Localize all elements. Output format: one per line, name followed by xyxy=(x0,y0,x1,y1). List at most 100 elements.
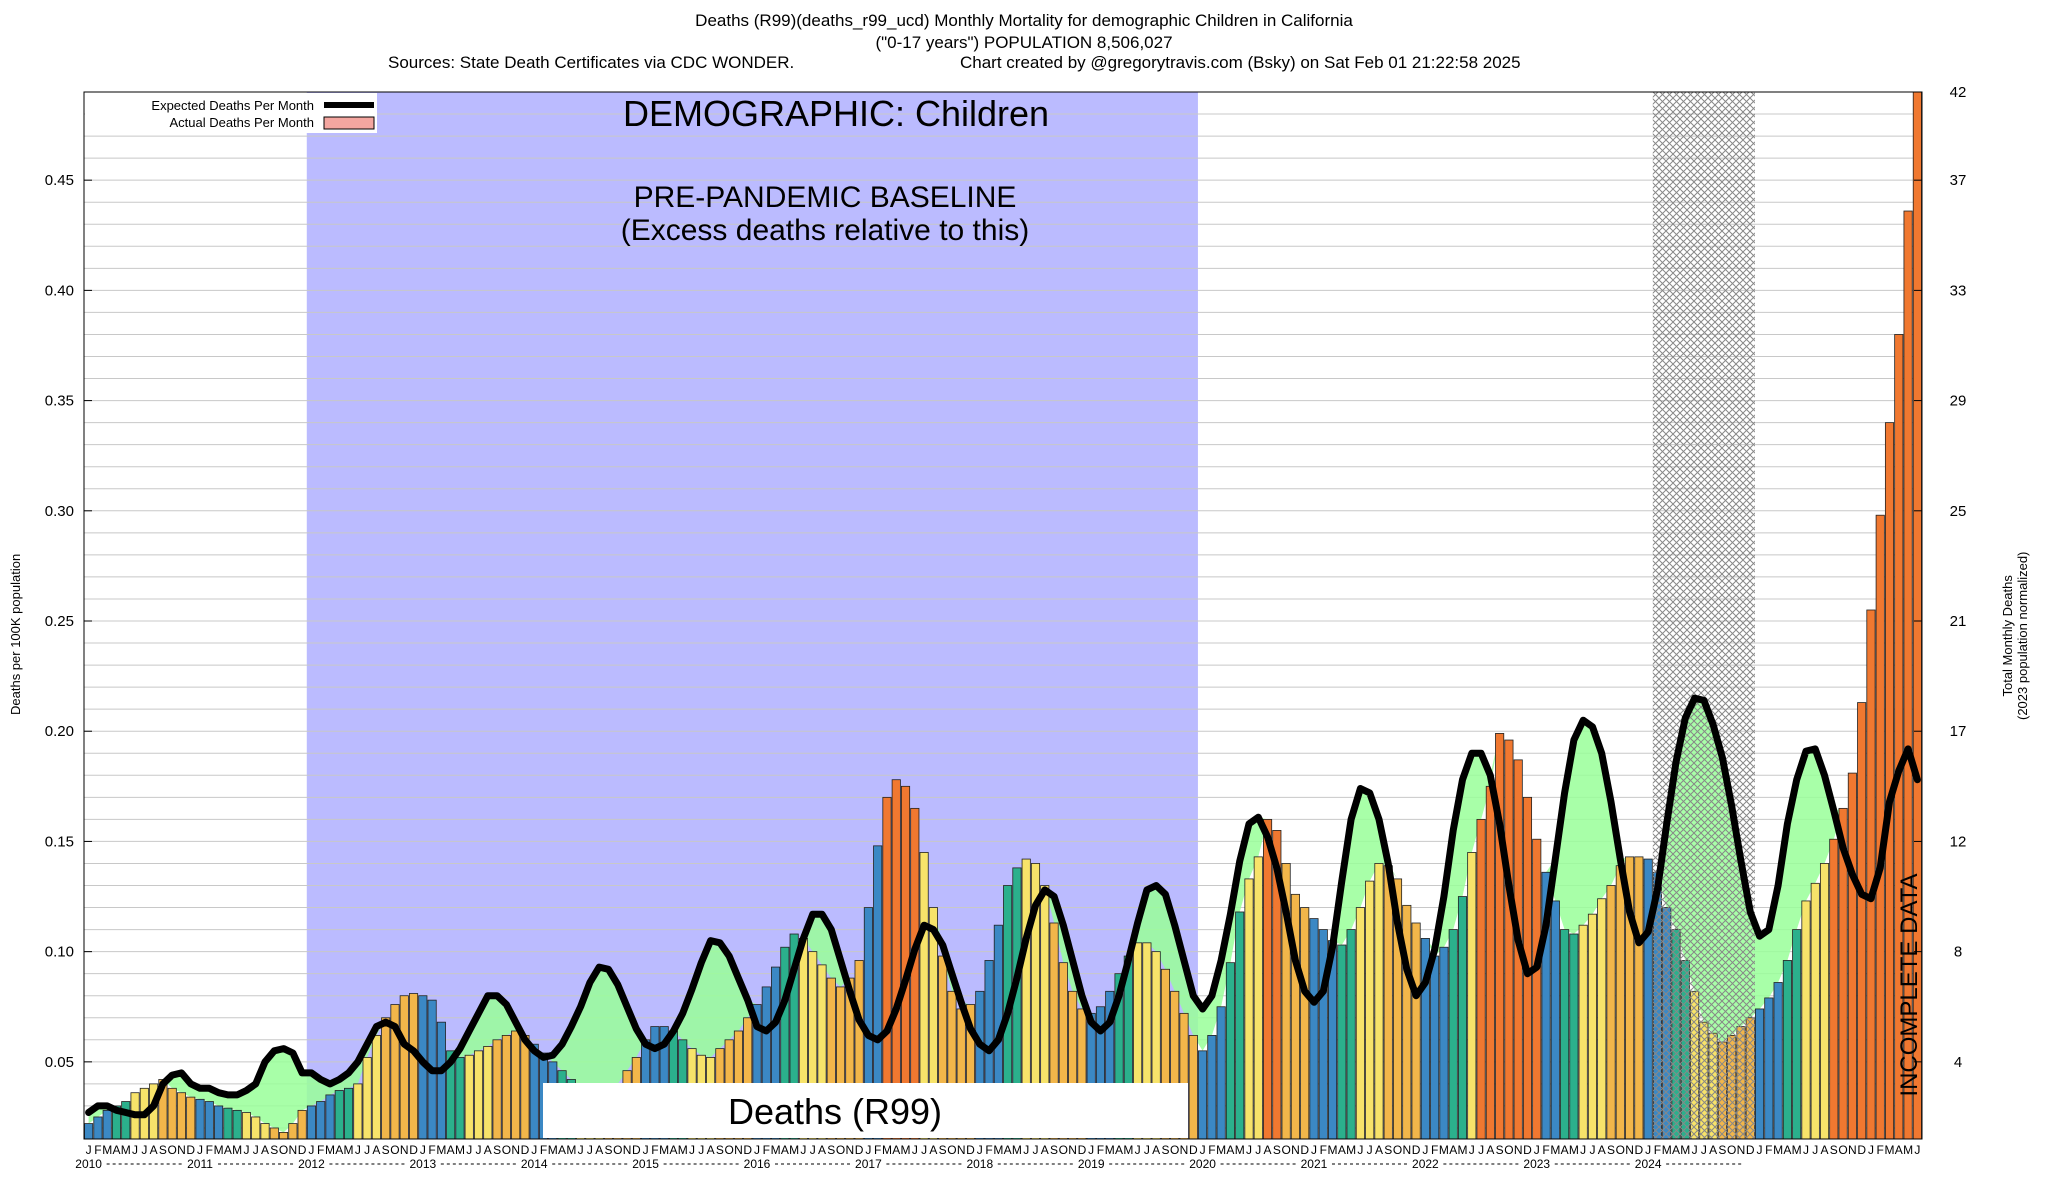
x-month-label: N xyxy=(177,1143,186,1157)
x-month-label: O xyxy=(836,1143,845,1157)
x-month-label: F xyxy=(874,1143,881,1157)
x-year-label: 2022 xyxy=(1412,1157,1439,1171)
x-month-label: A xyxy=(1004,1143,1012,1157)
actual-bar xyxy=(1643,858,1653,1140)
x-month-label: J xyxy=(243,1143,249,1157)
actual-bar xyxy=(1847,772,1857,1140)
actual-bar xyxy=(1235,911,1245,1140)
x-month-label: D xyxy=(966,1143,975,1157)
actual-bar xyxy=(1448,929,1458,1140)
actual-bar xyxy=(1569,933,1579,1140)
x-month-label: M xyxy=(1569,1143,1579,1157)
actual-bar xyxy=(1578,924,1588,1140)
baseline-label-1: PRE-PANDEMIC BASELINE xyxy=(634,181,1017,214)
x-month-label: F xyxy=(1542,1143,1549,1157)
cause-box xyxy=(543,1083,1188,1138)
x-month-label: J xyxy=(1478,1143,1484,1157)
actual-bar xyxy=(1216,1006,1226,1140)
actual-bar xyxy=(1792,929,1802,1140)
x-month-label: J xyxy=(1868,1143,1874,1157)
actual-bar xyxy=(279,1131,289,1140)
x-month-label: A xyxy=(1152,1143,1160,1157)
actual-bar xyxy=(1439,946,1449,1140)
actual-bar xyxy=(483,1046,493,1140)
x-month-label: A xyxy=(112,1143,120,1157)
x-month-label: J xyxy=(587,1143,593,1157)
x-month-label: J xyxy=(420,1143,426,1157)
x-month-label: O xyxy=(390,1143,399,1157)
actual-bar xyxy=(1188,1035,1198,1140)
x-month-label: O xyxy=(502,1143,511,1157)
x-month-label: M xyxy=(1123,1143,1133,1157)
plot-frame xyxy=(83,91,1923,1140)
x-year-label: 2023 xyxy=(1523,1157,1550,1171)
x-month-label: M xyxy=(1792,1143,1802,1157)
x-month-label: J xyxy=(1812,1143,1818,1157)
x-month-label: M xyxy=(771,1143,781,1157)
x-year-label: 2020 xyxy=(1189,1157,1216,1171)
actual-bar xyxy=(353,1083,363,1140)
actual-bar xyxy=(1309,918,1319,1140)
x-month-label: M xyxy=(1680,1143,1690,1157)
x-month-label: A xyxy=(1375,1143,1383,1157)
x-month-label: D xyxy=(855,1143,864,1157)
actual-bar xyxy=(511,1030,521,1140)
x-month-label: J xyxy=(1246,1143,1252,1157)
x-month-label: A xyxy=(1226,1143,1234,1157)
chart-sources: Sources: State Death Certificates via CD… xyxy=(388,53,795,72)
x-month-label: A xyxy=(1672,1143,1680,1157)
actual-bar xyxy=(1430,955,1440,1140)
x-month-label: N xyxy=(1402,1143,1411,1157)
actual-bar xyxy=(408,993,419,1140)
x-month-label: F xyxy=(1431,1143,1438,1157)
actual-bar xyxy=(1560,929,1570,1140)
x-month-label: S xyxy=(604,1143,612,1157)
x-month-label: M xyxy=(1885,1143,1895,1157)
x-month-label: J xyxy=(364,1143,370,1157)
x-month-label: A xyxy=(1449,1143,1457,1157)
x-month-label: A xyxy=(595,1143,603,1157)
actual-bar xyxy=(455,1057,465,1140)
actual-bar xyxy=(1755,1008,1765,1140)
x-month-label: D xyxy=(1746,1143,1755,1157)
x-month-label: A xyxy=(1821,1143,1829,1157)
x-year-label: 2024 xyxy=(1635,1157,1662,1171)
x-month-label: M xyxy=(1903,1143,1913,1157)
x-month-label: F xyxy=(1654,1143,1661,1157)
actual-bar xyxy=(297,1109,307,1140)
actual-bar xyxy=(1337,944,1347,1140)
x-month-label: S xyxy=(716,1143,724,1157)
actual-bar xyxy=(84,1123,94,1140)
x-month-label: J xyxy=(800,1143,806,1157)
x-month-label: M xyxy=(436,1143,446,1157)
x-month-label: J xyxy=(132,1143,138,1157)
actual-bar xyxy=(93,1116,103,1140)
x-month-label: F xyxy=(763,1143,770,1157)
actual-bar xyxy=(306,1105,316,1140)
x-month-label: J xyxy=(1645,1143,1651,1157)
x-month-label: M xyxy=(548,1143,558,1157)
x-month-label: S xyxy=(827,1143,835,1157)
x-month-label: O xyxy=(1838,1143,1847,1157)
actual-bar xyxy=(1634,856,1644,1140)
x-month-label: J xyxy=(86,1143,92,1157)
x-month-label: J xyxy=(308,1143,314,1157)
actual-bar xyxy=(1300,907,1310,1140)
actual-bar xyxy=(399,995,409,1140)
x-month-label: A xyxy=(1115,1143,1123,1157)
legend-actual-label: Actual Deaths Per Month xyxy=(169,115,314,130)
x-month-label: N xyxy=(1514,1143,1523,1157)
actual-bar xyxy=(1207,1035,1217,1140)
actual-bar xyxy=(501,1035,511,1140)
x-month-label: J xyxy=(1422,1143,1428,1157)
x-month-label: A xyxy=(150,1143,158,1157)
y-right-tick-label: 8 xyxy=(1954,944,1962,961)
x-month-label: S xyxy=(1607,1143,1615,1157)
actual-bar xyxy=(1225,962,1235,1140)
y-right-tick-label: 37 xyxy=(1950,172,1967,189)
y-right-tick-label: 4 xyxy=(1954,1054,1962,1071)
x-month-label: M xyxy=(102,1143,112,1157)
x-month-label: M xyxy=(325,1143,335,1157)
incomplete-region xyxy=(1652,92,1755,1139)
x-month-label: J xyxy=(1534,1143,1540,1157)
